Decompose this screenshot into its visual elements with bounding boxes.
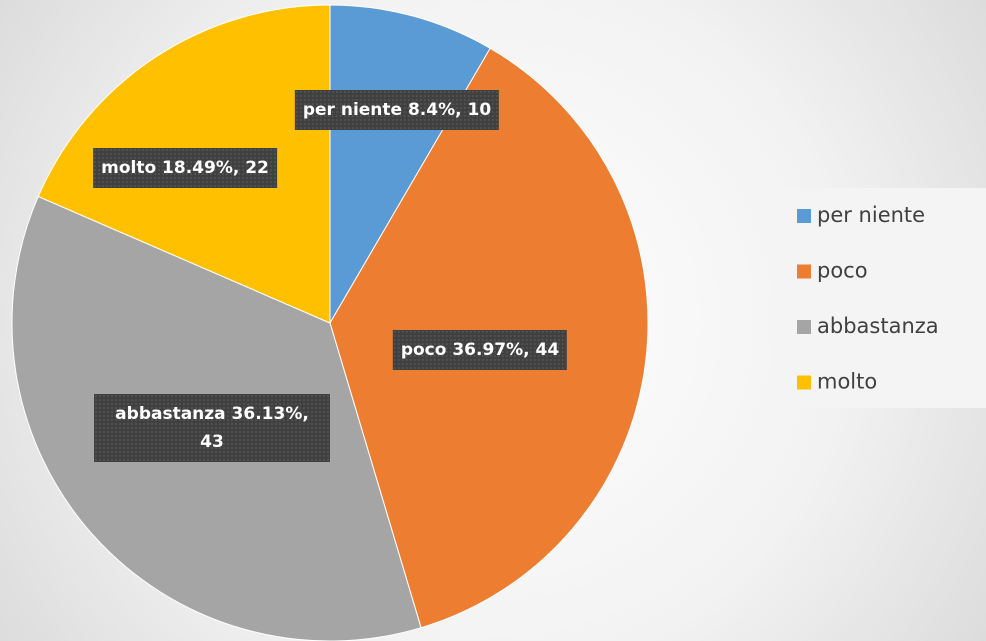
data-label: abbastanza 36.13%, 43 bbox=[94, 394, 330, 462]
legend-label: poco bbox=[817, 259, 868, 283]
legend-swatch bbox=[797, 209, 811, 223]
legend-swatch bbox=[797, 264, 811, 279]
legend-label: abbastanza bbox=[817, 314, 939, 338]
data-label: poco 36.97%, 44 bbox=[392, 330, 568, 370]
legend-swatch bbox=[797, 320, 811, 334]
data-label: molto 18.49%, 22 bbox=[93, 148, 277, 188]
legend-swatch bbox=[797, 375, 811, 390]
data-label: per niente 8.4%, 10 bbox=[294, 90, 500, 130]
legend-label: molto bbox=[817, 370, 877, 394]
legend-label: per niente bbox=[817, 203, 925, 227]
pie-slice bbox=[329, 4, 491, 325]
legend-box bbox=[783, 188, 986, 408]
